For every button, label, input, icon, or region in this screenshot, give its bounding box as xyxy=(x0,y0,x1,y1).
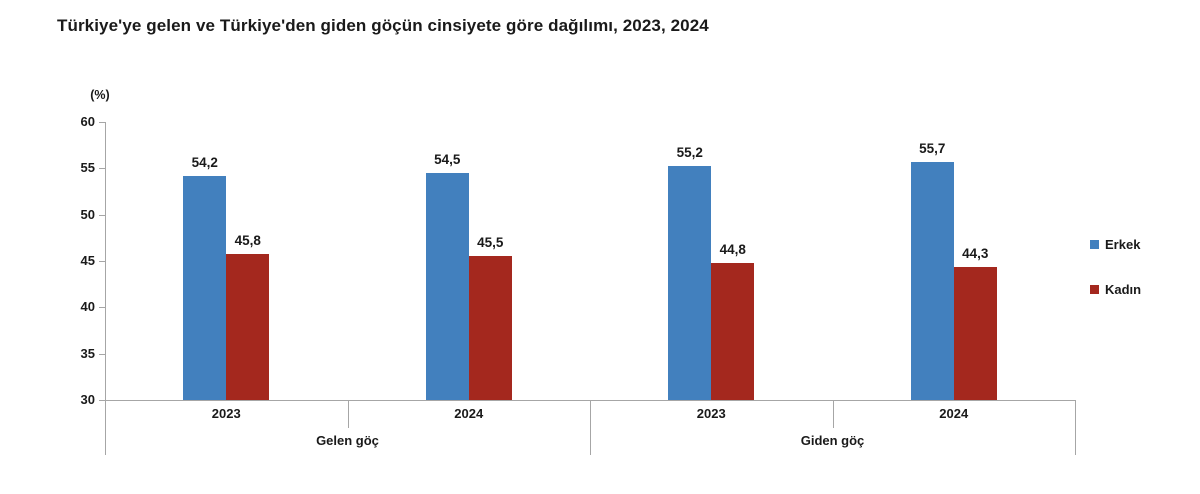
y-tick-label: 30 xyxy=(80,392,95,407)
y-tick-label: 35 xyxy=(80,345,95,361)
kadin-bar xyxy=(711,262,755,400)
legend-label-kadin: Kadın xyxy=(1105,282,1142,297)
bar-value-label: 55,2 xyxy=(676,145,703,161)
bar-value-label: 44,8 xyxy=(719,241,746,257)
group-axis-label: Giden göç xyxy=(800,433,865,448)
bar-value-label: 45,5 xyxy=(477,235,504,251)
erkek-bar xyxy=(910,161,954,400)
legend-label-erkek: Erkek xyxy=(1105,237,1141,252)
bar-value-label: 45,8 xyxy=(234,232,261,248)
legend-item-erkek: Erkek xyxy=(1090,237,1141,252)
bar-value-label: 44,3 xyxy=(962,246,989,262)
y-tick-mark xyxy=(99,168,105,170)
y-tick-label: 60 xyxy=(80,114,95,129)
y-tick-mark xyxy=(99,261,105,262)
legend: Erkek Kadın xyxy=(1090,237,1141,327)
kadin-swatch-icon xyxy=(1090,285,1099,294)
y-tick-label: 55 xyxy=(80,160,95,176)
bar-value-label: 54,2 xyxy=(191,154,218,170)
bar-value-label: 55,7 xyxy=(919,140,946,156)
year-divider xyxy=(832,400,834,428)
year-axis-label: 2023 xyxy=(696,406,726,421)
year-divider xyxy=(347,400,349,428)
erkek-bar xyxy=(668,166,712,400)
y-axis-unit-label: (%) xyxy=(90,88,110,102)
year-axis-label: 2024 xyxy=(454,406,484,421)
y-tick-mark xyxy=(99,214,105,216)
kadin-bar xyxy=(953,267,997,400)
y-tick-label: 45 xyxy=(80,253,95,268)
erkek-bar xyxy=(425,172,469,400)
kadin-bar xyxy=(226,253,270,400)
y-axis-line xyxy=(105,122,106,455)
y-tick-label: 50 xyxy=(80,206,95,222)
erkek-swatch-icon xyxy=(1090,240,1099,249)
bar-value-label: 54,5 xyxy=(434,151,461,167)
group-axis-label: Gelen göç xyxy=(316,433,379,448)
year-axis-label: 2023 xyxy=(211,406,241,421)
kadin-bar xyxy=(468,256,512,400)
chart-title: Türkiye'ye gelen ve Türkiye'den giden gö… xyxy=(57,16,709,35)
y-tick-mark xyxy=(99,400,105,401)
y-tick-mark xyxy=(99,353,105,355)
year-axis-label: 2024 xyxy=(939,406,969,421)
category-axis-right-border xyxy=(1075,400,1076,455)
y-tick-mark xyxy=(99,122,105,123)
y-tick-mark xyxy=(99,307,105,309)
y-tick-label: 40 xyxy=(80,299,95,315)
group-divider xyxy=(590,400,591,455)
legend-item-kadin: Kadın xyxy=(1090,282,1141,297)
erkek-bar xyxy=(183,175,227,400)
